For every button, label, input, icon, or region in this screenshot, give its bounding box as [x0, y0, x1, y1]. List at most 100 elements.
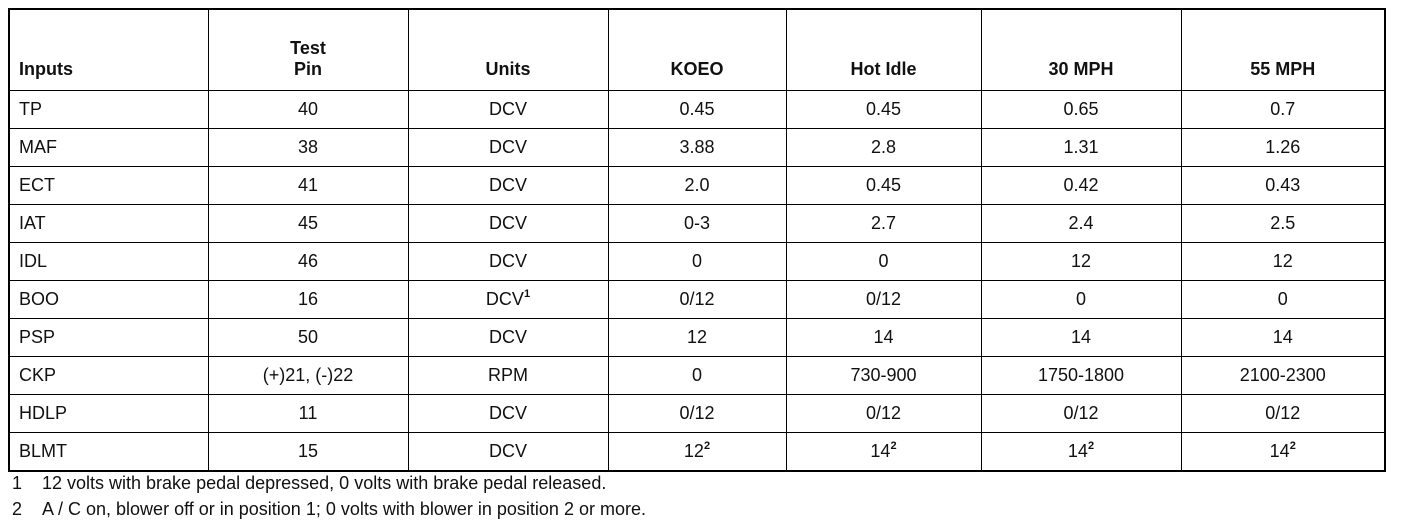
cell-text: 2.4 — [1068, 213, 1094, 233]
cell-text: 12 — [686, 327, 708, 347]
table-cell: 40 — [207, 90, 409, 129]
cell-text: 12 — [683, 441, 704, 461]
table-cell: 41 — [207, 166, 409, 205]
table-cell: 2.0 — [607, 166, 787, 205]
table-cell: 2.8 — [785, 128, 982, 167]
table-body: TP 40 DCV 0.45 0.45 0.65 0.7 MAF 38 DCV 3.88 2.8 1.3… — [8, 90, 1386, 472]
table-cell: 142 — [785, 432, 982, 472]
table-cell: DCV1 — [407, 280, 609, 319]
table-cell: 46 — [207, 242, 409, 281]
table-cell: 0.45 — [785, 166, 982, 205]
table-cell: 122 — [607, 432, 787, 472]
cell-text: 2100-2300 — [1239, 365, 1326, 385]
table-cell: 0/12 — [607, 280, 787, 319]
table-cell: 0.65 — [980, 90, 1182, 129]
table-row: HDLP 11 DCV 0/12 0/12 0/12 0/12 — [8, 394, 1386, 433]
cell-text: IAT — [19, 213, 46, 233]
table-cell: 3.88 — [607, 128, 787, 167]
cell-text: 0.45 — [865, 99, 902, 119]
table-cell: 12 — [980, 242, 1182, 281]
header-text: Inputs — [19, 59, 73, 79]
header-text: 30 MPH — [1048, 59, 1114, 79]
table-cell: DCV — [407, 204, 609, 243]
header-cell: Test Pin — [207, 8, 409, 91]
header-cell: 55 MPH — [1180, 8, 1386, 91]
table-cell: 0.42 — [980, 166, 1182, 205]
table-cell: ECT — [8, 166, 209, 205]
header-text: Test — [290, 38, 326, 58]
table-cell: 0.7 — [1180, 90, 1386, 129]
cell-text: 2.5 — [1270, 213, 1296, 233]
table-cell: 38 — [207, 128, 409, 167]
table-cell: 12 — [1180, 242, 1386, 281]
cell-text: 2.7 — [870, 213, 897, 233]
cell-text: 12 — [1070, 251, 1092, 271]
cell-text: 14 — [1070, 327, 1092, 347]
header-cell: 30 MPH — [980, 8, 1182, 91]
cell-text: 0 — [1277, 289, 1288, 309]
cell-text: 50 — [297, 327, 319, 347]
table-row: BOO 16 DCV1 0/12 0/12 0 0 — [8, 280, 1386, 319]
cell-text: 1.31 — [1063, 137, 1099, 157]
cell-text: 1.26 — [1265, 137, 1301, 157]
cell-text: 38 — [297, 137, 319, 157]
footnote-text: A / C on, blower off or in position 1; 0… — [42, 499, 646, 519]
cell-text: 0.65 — [1063, 99, 1099, 119]
footnote-ref: 2 — [1087, 440, 1095, 452]
table-cell: DCV — [407, 318, 609, 357]
cell-text: 14 — [1269, 441, 1290, 461]
cell-text: 0/12 — [865, 289, 902, 309]
header-text: 55 MPH — [1250, 59, 1316, 79]
cell-text: 16 — [297, 289, 319, 309]
cell-text: DCV — [488, 213, 527, 233]
cell-text: 12 — [1272, 251, 1293, 271]
cell-text: 0.43 — [1265, 175, 1301, 195]
cell-text: DCV — [488, 327, 527, 347]
footnote-ref: 2 — [1289, 440, 1296, 452]
cell-text: CKP — [19, 365, 57, 385]
cell-text: 11 — [298, 403, 318, 423]
cell-text: 0.42 — [1063, 175, 1099, 195]
table-cell: BLMT — [8, 432, 209, 472]
table-cell: 2.7 — [785, 204, 982, 243]
cell-text: 2.0 — [684, 175, 710, 195]
table-cell: CKP — [8, 356, 209, 395]
table-cell: 1.31 — [980, 128, 1182, 167]
table-row: ECT 41 DCV 2.0 0.45 0.42 0.43 — [8, 166, 1386, 205]
header-cell: KOEO — [607, 8, 787, 91]
table-row: BLMT 15 DCV 122 142 142 142 — [8, 432, 1386, 472]
cell-text: 46 — [297, 251, 319, 271]
footnote-marker: 1 — [12, 473, 23, 493]
table-cell: 0/12 — [980, 394, 1182, 433]
table-cell: 0 — [607, 356, 787, 395]
cell-text: DCV — [488, 137, 527, 157]
footnote-marker: 2 — [12, 499, 23, 519]
cell-text: IDL — [19, 251, 48, 271]
header-text: Pin — [293, 59, 322, 79]
header-cell: Units — [407, 8, 609, 91]
table-cell: 2100-2300 — [1180, 356, 1386, 395]
cell-text: 0 — [691, 365, 702, 385]
table-cell: 15 — [207, 432, 409, 472]
footnote-text: 12 volts with brake pedal depressed, 0 v… — [42, 473, 607, 493]
cell-text: 0 — [1075, 289, 1086, 309]
table-cell: 45 — [207, 204, 409, 243]
table-cell: DCV — [407, 128, 609, 167]
cell-text: DCV — [488, 175, 527, 195]
cell-text: 41 — [297, 175, 319, 195]
footnote: 1 12 volts with brake pedal depressed, 0 … — [12, 473, 646, 499]
data-table: Inputs Test Pin Units KOEO Hot Idle 30 MPH 55 M… — [8, 8, 1386, 472]
table-cell: 0/12 — [785, 394, 982, 433]
table-cell: RPM — [407, 356, 609, 395]
table-cell: 142 — [1180, 432, 1386, 472]
cell-text: DCV — [488, 251, 527, 271]
table-cell: 0 — [1180, 280, 1386, 319]
footnote-ref: 2 — [890, 440, 897, 452]
table-row: TP 40 DCV 0.45 0.45 0.65 0.7 — [8, 90, 1386, 129]
header-cell: Inputs — [8, 8, 209, 91]
cell-text: 15 — [297, 441, 319, 461]
cell-text: 0.45 — [865, 175, 902, 195]
cell-text: 0 — [691, 251, 702, 271]
table-cell: 14 — [980, 318, 1182, 357]
cell-text: DCV — [488, 99, 527, 119]
